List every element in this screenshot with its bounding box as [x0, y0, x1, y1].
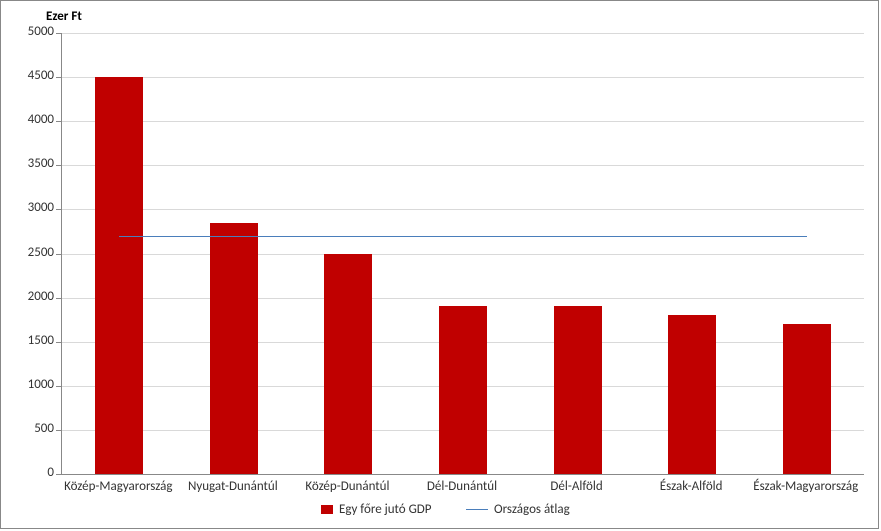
y-tick-label: 2000: [9, 289, 54, 304]
gridline: [62, 298, 864, 299]
y-tick-label: 3000: [9, 200, 54, 215]
y-tick-label: 4000: [9, 112, 54, 127]
bar: [95, 77, 143, 474]
y-tick-label: 1500: [9, 333, 54, 348]
y-tick-mark: [56, 386, 61, 387]
y-tick-label: 1000: [9, 377, 54, 392]
legend-label-line: Országos átlag: [494, 502, 570, 517]
legend-swatch-bar: [321, 505, 333, 514]
gridline: [62, 33, 864, 34]
y-tick-mark: [56, 165, 61, 166]
bar: [783, 324, 831, 474]
x-tick-label: Észak-Magyarország: [748, 479, 863, 494]
legend-swatch-line: [466, 509, 488, 510]
bar: [439, 306, 487, 474]
y-tick-label: 4500: [9, 68, 54, 83]
x-tick-label: Nyugat-Dunántúl: [176, 479, 291, 494]
bar: [554, 306, 602, 474]
y-tick-mark: [56, 298, 61, 299]
legend-label-bar: Egy főre jutó GDP: [339, 502, 432, 517]
y-tick-mark: [56, 209, 61, 210]
bar: [210, 223, 258, 474]
plot-area: [61, 33, 864, 475]
x-tick-label: Közép-Magyarország: [61, 479, 176, 494]
gridline: [62, 209, 864, 210]
y-tick-mark: [56, 254, 61, 255]
y-tick-mark: [56, 430, 61, 431]
gridline: [62, 254, 864, 255]
y-tick-mark: [56, 121, 61, 122]
y-tick-label: 0: [9, 465, 54, 480]
y-tick-mark: [56, 33, 61, 34]
average-line: [119, 236, 806, 237]
y-tick-mark: [56, 342, 61, 343]
x-tick-label: Dél-Dunántúl: [405, 479, 520, 494]
x-tick-label: Közép-Dunántúl: [290, 479, 405, 494]
bar: [324, 254, 372, 475]
x-tick-label: Észak-Alföld: [634, 479, 749, 494]
bar: [668, 315, 716, 474]
legend-series-bar: Egy főre jutó GDP: [321, 502, 432, 517]
gridline: [62, 121, 864, 122]
y-tick-mark: [56, 77, 61, 78]
chart-frame: Ezer Ft Egy főre jutó GDP Országos átlag…: [0, 0, 879, 529]
y-tick-label: 500: [9, 421, 54, 436]
x-tick-label: Dél-Alföld: [519, 479, 634, 494]
y-tick-label: 2500: [9, 245, 54, 260]
y-tick-mark: [56, 474, 61, 475]
y-tick-label: 3500: [9, 156, 54, 171]
gridline: [62, 165, 864, 166]
y-axis-title: Ezer Ft: [46, 9, 82, 24]
y-tick-label: 5000: [9, 24, 54, 39]
gridline: [62, 77, 864, 78]
legend-series-line: Országos átlag: [466, 502, 570, 517]
